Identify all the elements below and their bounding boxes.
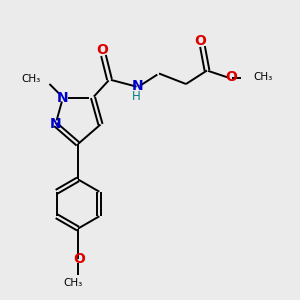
Text: O: O (96, 43, 108, 57)
Text: H: H (132, 90, 141, 103)
Text: O: O (74, 252, 86, 266)
Text: N: N (50, 118, 61, 131)
Text: CH₃: CH₃ (254, 72, 273, 82)
Text: N: N (132, 80, 144, 93)
Text: N: N (57, 91, 69, 104)
Text: O: O (225, 70, 237, 84)
Text: O: O (194, 34, 206, 48)
Text: CH₃: CH₃ (22, 74, 41, 84)
Text: CH₃: CH₃ (64, 278, 83, 289)
